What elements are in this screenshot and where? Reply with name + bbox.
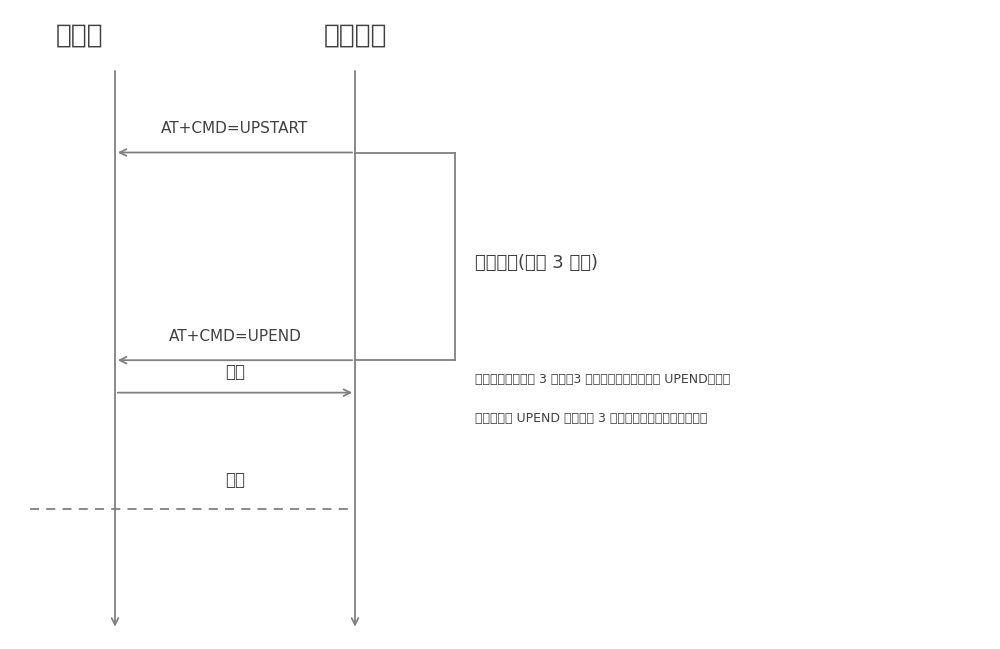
Text: 器无论收到 UPEND 指令还是 3 分钟计时结束均断电重启模组: 器无论收到 UPEND 指令还是 3 分钟计时结束均断电重启模组	[475, 412, 707, 425]
Text: 断电: 断电	[225, 363, 245, 381]
Text: AT+CMD=UPSTART: AT+CMD=UPSTART	[161, 121, 309, 136]
Text: AT+CMD=UPEND: AT+CMD=UPEND	[169, 329, 301, 344]
Text: 通信模组: 通信模组	[323, 23, 387, 49]
Text: 传感器: 传感器	[56, 23, 104, 49]
Text: 升级过程(限时 3 分钟): 升级过程(限时 3 分钟)	[475, 254, 598, 272]
Text: 注：升级过程限时 3 分钟，3 分钟内升级完毕会发送 UPEND，传感: 注：升级过程限时 3 分钟，3 分钟内升级完毕会发送 UPEND，传感	[475, 373, 730, 386]
Text: 断电: 断电	[225, 471, 245, 489]
